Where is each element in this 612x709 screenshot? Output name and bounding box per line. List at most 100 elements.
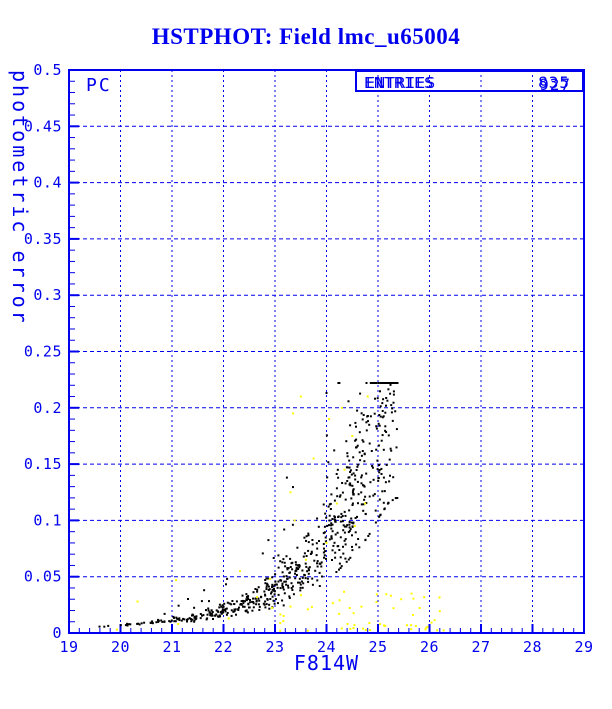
data-point [215,613,218,616]
data-point [301,586,304,589]
data-point [360,605,363,608]
data-point [372,478,375,481]
data-point [182,617,185,620]
data-point [381,402,384,405]
data-point [268,607,271,610]
x-tick-label: 24 [317,638,336,656]
data-point [226,612,229,614]
data-point [368,423,371,426]
data-point [362,414,365,416]
data-point [281,599,284,602]
data-point [163,620,166,623]
data-point [160,619,163,622]
data-point [211,614,214,617]
data-point [344,514,347,517]
data-point [279,560,282,563]
data-point [308,566,311,569]
data-point [219,615,221,618]
data-point [239,603,242,606]
data-point [383,624,385,627]
data-point [344,557,347,560]
data-point [356,515,358,518]
data-point [298,564,301,567]
data-point [207,609,210,612]
data-point [136,622,139,625]
data-point [336,495,339,498]
data-point [342,552,345,555]
data-point [277,593,280,596]
data-point [351,502,354,505]
data-point [296,546,299,549]
data-point [343,468,346,471]
data-point [191,614,193,617]
data-point [277,580,280,583]
data-point [382,415,385,418]
data-point [412,614,414,616]
data-point [350,517,353,520]
data-point [218,606,221,609]
data-point [323,554,326,557]
data-point [383,490,386,493]
data-point [379,405,382,408]
data-point [175,579,178,582]
data-point [329,508,332,510]
data-point [347,558,350,561]
data-point [322,503,325,506]
data-point [335,571,338,573]
data-point [361,418,364,421]
data-point [290,582,293,585]
data-point [246,597,249,599]
data-point [221,604,224,607]
data-point [290,562,293,565]
data-point [256,590,259,593]
data-point [248,606,251,609]
data-point [355,438,358,441]
data-point [307,567,310,570]
data-point [151,620,154,623]
data-point [335,487,338,490]
data-point [235,613,237,616]
data-point [306,629,309,632]
data-point [322,551,325,554]
data-point [254,597,257,600]
data-point [383,382,386,384]
data-point [337,476,340,479]
data-point [360,491,363,494]
data-point [271,606,274,609]
data-point [283,580,286,583]
data-point [348,530,351,532]
data-point [414,625,417,627]
data-point [338,568,340,571]
data-point [255,599,258,602]
data-point [307,532,310,535]
data-point [361,627,364,630]
data-point [282,575,285,578]
data-point [342,529,345,532]
data-point [223,602,226,605]
data-point [251,609,254,612]
data-point [373,412,376,415]
data-point [353,525,356,527]
data-point [344,543,347,546]
data-point [318,571,321,574]
data-point [335,502,338,505]
data-point [373,382,376,384]
data-point [378,515,381,518]
data-point [361,450,364,452]
x-tick-label: 22 [214,638,233,656]
data-point [389,383,392,386]
data-point [290,587,293,589]
data-point [303,573,306,576]
data-point [400,598,403,601]
data-point [391,419,394,422]
data-point [265,585,268,588]
data-point [341,491,344,494]
data-point [351,545,353,548]
data-point [348,521,351,523]
y-tick-label: 0.3 [33,286,62,304]
data-point [289,557,292,560]
data-point [363,498,366,501]
data-point [324,536,327,539]
data-point [366,415,369,417]
